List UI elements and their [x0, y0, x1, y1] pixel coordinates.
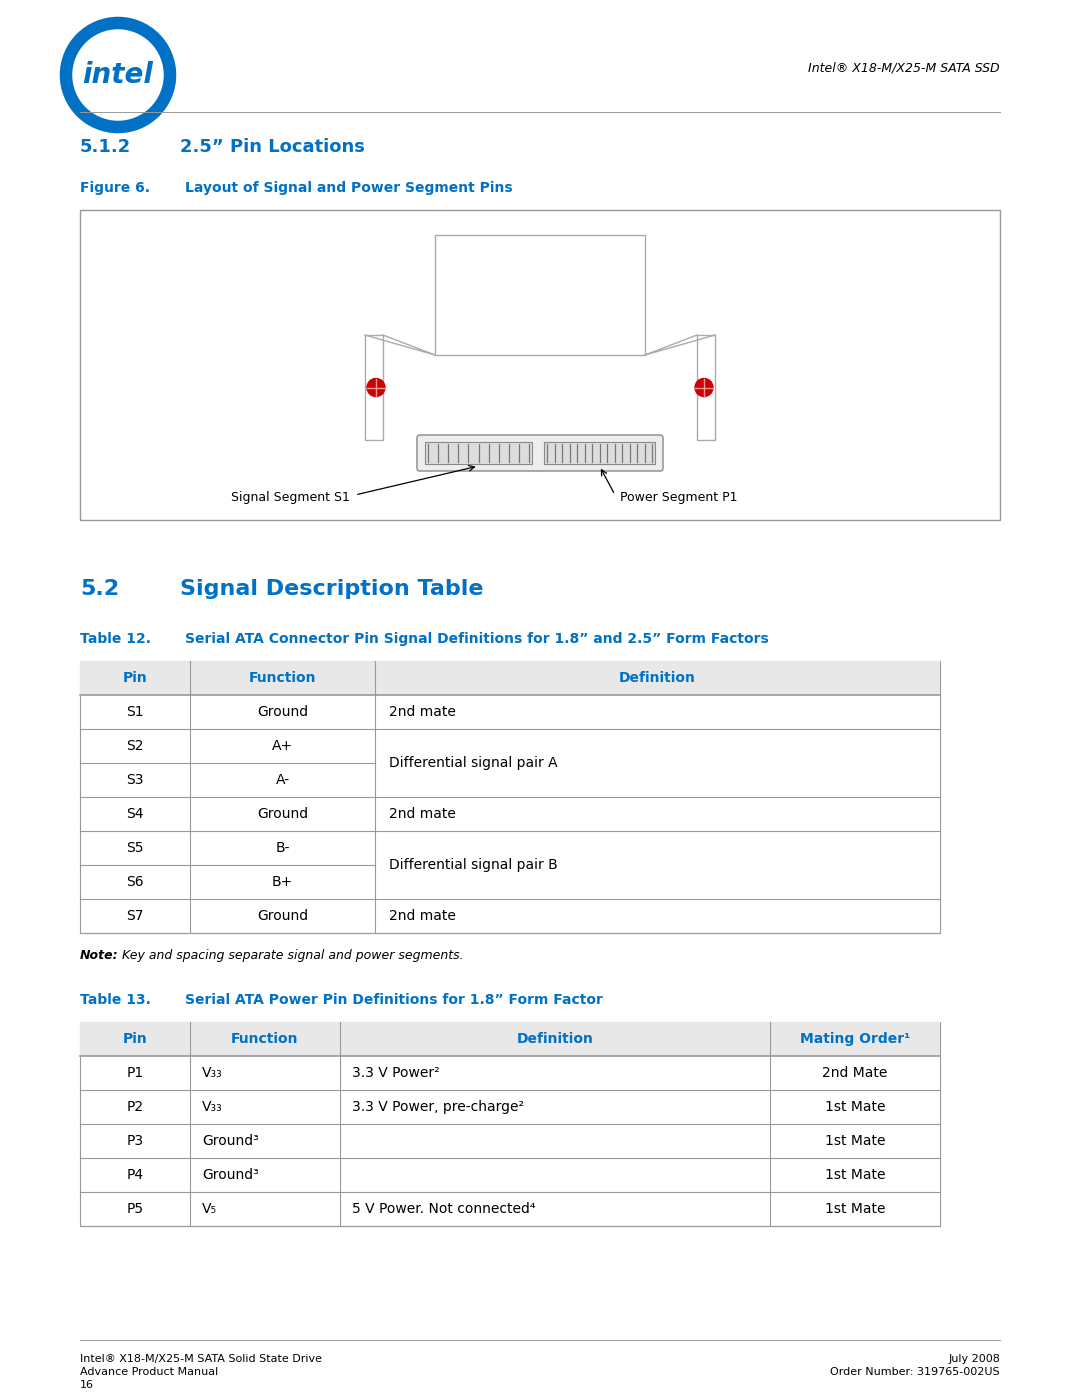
- Text: Intel® X18-M/X25-M SATA Solid State Drive: Intel® X18-M/X25-M SATA Solid State Driv…: [80, 1354, 322, 1363]
- Text: Signal Description Table: Signal Description Table: [180, 578, 484, 599]
- Circle shape: [367, 379, 384, 397]
- Text: Power Segment P1: Power Segment P1: [620, 490, 738, 503]
- Text: Ground³: Ground³: [202, 1134, 259, 1148]
- Text: 3.3 V Power, pre-charge²: 3.3 V Power, pre-charge²: [352, 1099, 524, 1113]
- Text: 5.1.2: 5.1.2: [80, 138, 132, 156]
- Text: P3: P3: [126, 1134, 144, 1148]
- Text: P4: P4: [126, 1168, 144, 1182]
- Text: S6: S6: [126, 875, 144, 888]
- Text: 16: 16: [80, 1380, 94, 1390]
- Text: 3.3 V Power²: 3.3 V Power²: [352, 1066, 440, 1080]
- Text: Key and spacing separate signal and power segments.: Key and spacing separate signal and powe…: [114, 949, 463, 963]
- Text: Serial ATA Power Pin Definitions for 1.8” Form Factor: Serial ATA Power Pin Definitions for 1.8…: [185, 993, 603, 1007]
- Bar: [80, 1023, 940, 1056]
- Text: 2nd mate: 2nd mate: [389, 909, 456, 923]
- Text: B-: B-: [275, 841, 289, 855]
- Bar: [426, 441, 532, 464]
- Text: Function: Function: [231, 1032, 299, 1046]
- Text: 2nd mate: 2nd mate: [389, 807, 456, 821]
- Text: S5: S5: [126, 841, 144, 855]
- Text: A-: A-: [275, 773, 289, 787]
- Bar: [697, 335, 715, 440]
- Text: 2nd Mate: 2nd Mate: [822, 1066, 888, 1080]
- Text: 1st Mate: 1st Mate: [825, 1099, 886, 1113]
- Bar: [435, 235, 645, 355]
- FancyBboxPatch shape: [417, 434, 663, 471]
- Text: Order Number: 319765-002US: Order Number: 319765-002US: [831, 1368, 1000, 1377]
- Bar: [80, 210, 1000, 520]
- Text: 5 V Power. Not connected⁴: 5 V Power. Not connected⁴: [352, 1201, 536, 1215]
- Text: Differential signal pair A: Differential signal pair A: [389, 756, 557, 770]
- Text: Figure 6.: Figure 6.: [80, 182, 150, 196]
- Text: S1: S1: [126, 705, 144, 719]
- Text: Ground: Ground: [257, 909, 308, 923]
- Text: V₃₃: V₃₃: [202, 1099, 222, 1113]
- Text: 5.2: 5.2: [80, 578, 119, 599]
- Bar: [544, 441, 654, 464]
- Text: 1st Mate: 1st Mate: [825, 1201, 886, 1215]
- Text: Definition: Definition: [516, 1032, 593, 1046]
- Text: Differential signal pair B: Differential signal pair B: [389, 858, 557, 872]
- Text: Pin: Pin: [123, 1032, 147, 1046]
- Text: Ground: Ground: [257, 705, 308, 719]
- Text: Pin: Pin: [123, 671, 147, 685]
- Text: S4: S4: [126, 807, 144, 821]
- Text: July 2008: July 2008: [948, 1354, 1000, 1363]
- Circle shape: [696, 379, 713, 397]
- Bar: [80, 661, 940, 933]
- Text: V₃₃: V₃₃: [202, 1066, 222, 1080]
- Bar: [80, 1023, 940, 1227]
- Text: A+: A+: [272, 739, 293, 753]
- Text: S3: S3: [126, 773, 144, 787]
- Text: 1st Mate: 1st Mate: [825, 1134, 886, 1148]
- Bar: [80, 661, 940, 694]
- Text: Definition: Definition: [619, 671, 696, 685]
- Text: Advance Product Manual: Advance Product Manual: [80, 1368, 218, 1377]
- Text: B+: B+: [272, 875, 293, 888]
- Text: P1: P1: [126, 1066, 144, 1080]
- Text: 1st Mate: 1st Mate: [825, 1168, 886, 1182]
- Text: S7: S7: [126, 909, 144, 923]
- Text: intel: intel: [82, 61, 153, 89]
- Text: 2.5” Pin Locations: 2.5” Pin Locations: [180, 138, 365, 156]
- Text: P5: P5: [126, 1201, 144, 1215]
- Text: Table 12.: Table 12.: [80, 631, 151, 645]
- Text: S2: S2: [126, 739, 144, 753]
- Text: Signal Segment S1: Signal Segment S1: [231, 490, 350, 503]
- Bar: [365, 335, 383, 440]
- Text: Intel® X18-M/X25-M SATA SSD: Intel® X18-M/X25-M SATA SSD: [808, 61, 1000, 74]
- Text: Table 13.: Table 13.: [80, 993, 151, 1007]
- Text: 2nd mate: 2nd mate: [389, 705, 456, 719]
- Text: P2: P2: [126, 1099, 144, 1113]
- Text: Function: Function: [248, 671, 316, 685]
- Text: ®: ®: [148, 35, 159, 45]
- Text: Ground³: Ground³: [202, 1168, 259, 1182]
- Text: Note:: Note:: [80, 949, 119, 963]
- Text: Mating Order¹: Mating Order¹: [800, 1032, 910, 1046]
- Text: Layout of Signal and Power Segment Pins: Layout of Signal and Power Segment Pins: [185, 182, 513, 196]
- Text: Ground: Ground: [257, 807, 308, 821]
- Text: V₅: V₅: [202, 1201, 217, 1215]
- Text: Serial ATA Connector Pin Signal Definitions for 1.8” and 2.5” Form Factors: Serial ATA Connector Pin Signal Definiti…: [185, 631, 769, 645]
